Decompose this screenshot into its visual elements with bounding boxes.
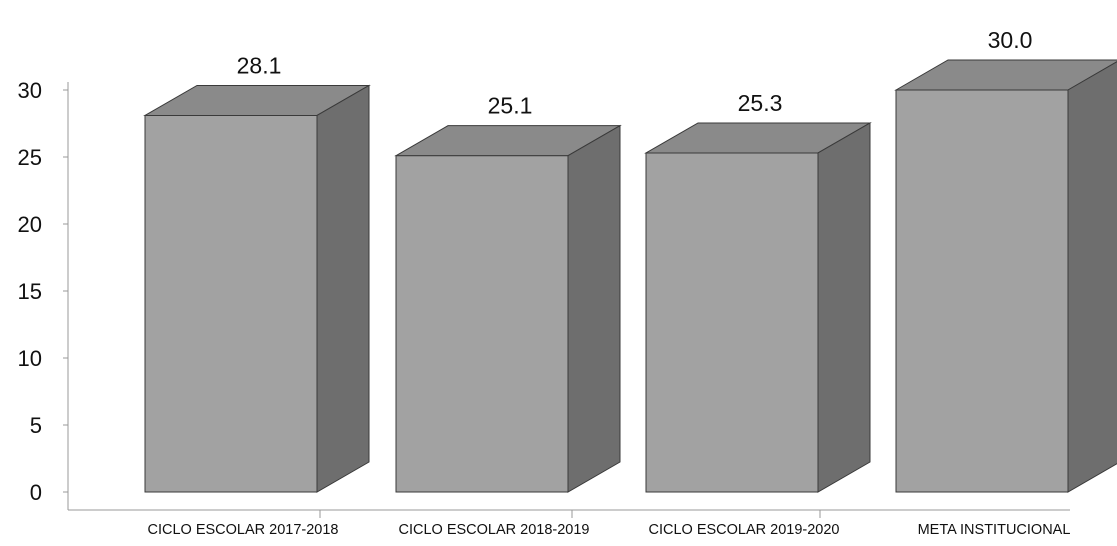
data-label: 30.0 bbox=[988, 27, 1033, 53]
y-tick-label: 0 bbox=[30, 480, 42, 505]
bar bbox=[894, 59, 1117, 493]
bar bbox=[644, 122, 872, 493]
bar-side bbox=[316, 84, 370, 493]
bar-side bbox=[817, 122, 871, 493]
chart-axes: 0 5 10 15 20 25 30 bbox=[18, 78, 1070, 518]
category-label: META INSTITUCIONAL bbox=[918, 522, 1071, 538]
y-tick-label: 10 bbox=[18, 346, 42, 371]
bar-top bbox=[894, 59, 1117, 91]
category-label: CICLO ESCOLAR 2019-2020 bbox=[648, 522, 839, 538]
bar bbox=[143, 84, 371, 493]
bar-side bbox=[1067, 61, 1117, 493]
bar bbox=[394, 124, 622, 493]
chart-bars bbox=[143, 59, 1117, 493]
y-tick-label: 30 bbox=[18, 78, 42, 103]
y-tick-label: 15 bbox=[18, 279, 42, 304]
bar-front bbox=[895, 89, 1069, 493]
data-label: 28.1 bbox=[237, 52, 282, 78]
y-tick-label: 20 bbox=[18, 212, 42, 237]
bar-front bbox=[645, 152, 819, 493]
data-label: 25.1 bbox=[488, 93, 533, 119]
data-label: 25.3 bbox=[738, 90, 783, 116]
category-label: CICLO ESCOLAR 2017-2018 bbox=[147, 522, 338, 538]
bar-front bbox=[395, 155, 569, 493]
bar-front bbox=[144, 114, 318, 493]
y-tick-label: 25 bbox=[18, 145, 42, 170]
bar-side bbox=[567, 124, 621, 493]
chart-labels: 28.1 CICLO ESCOLAR 2017-2018 25.1 CICLO ESC… bbox=[147, 27, 1070, 538]
category-label: CICLO ESCOLAR 2018-2019 bbox=[398, 522, 589, 538]
y-tick-label: 5 bbox=[30, 413, 42, 438]
